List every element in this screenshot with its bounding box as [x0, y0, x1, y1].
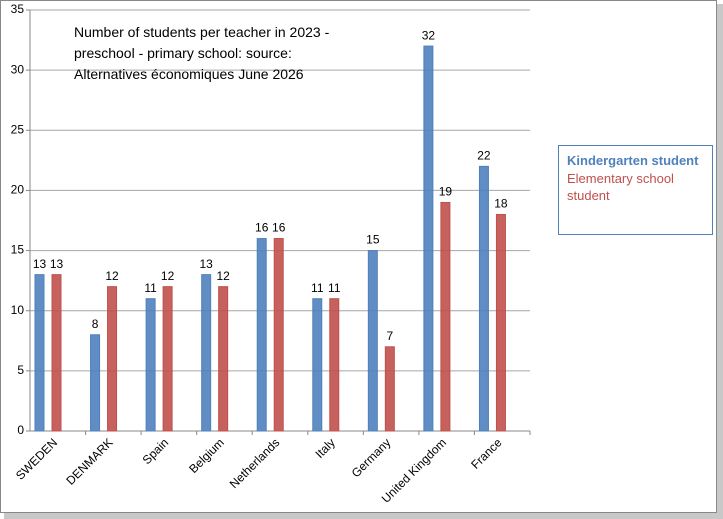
y-tick-label: 20: [11, 183, 25, 197]
data-label: 13: [50, 257, 64, 271]
data-label: 13: [199, 257, 213, 271]
bar: [90, 334, 101, 432]
data-label: 16: [255, 221, 269, 235]
y-tick-label: 35: [11, 2, 25, 16]
data-label: 12: [161, 269, 175, 283]
bar: [273, 238, 284, 432]
frame-shadow: [4, 513, 723, 519]
data-label: 22: [477, 149, 491, 163]
data-label: 16: [272, 221, 286, 235]
y-tick-label: 25: [11, 122, 25, 136]
bar: [440, 201, 451, 432]
legend-entry: Elementary school student: [567, 171, 674, 203]
bar: [478, 165, 489, 432]
legend: Kindergarten student Elementary school st…: [558, 145, 713, 235]
data-label: 11: [144, 281, 157, 295]
data-label: 12: [105, 269, 119, 283]
data-label: 15: [366, 233, 380, 247]
bar: [162, 286, 173, 432]
data-label: 32: [422, 28, 436, 42]
bar: [201, 274, 212, 432]
y-tick-label: 10: [11, 303, 25, 317]
bar: [51, 274, 62, 432]
bar: [256, 238, 267, 432]
data-label: 7: [386, 329, 393, 343]
frame-shadow: [717, 4, 723, 519]
bar: [145, 298, 156, 432]
y-tick-label: 15: [11, 243, 25, 257]
bar: [218, 286, 229, 432]
y-tick-label: 0: [17, 423, 24, 437]
y-tick-label: 30: [11, 62, 25, 76]
bar: [329, 298, 340, 432]
chart-title: Number of students per teacher in 2023 -…: [74, 24, 330, 82]
bar: [384, 346, 395, 432]
legend-entry: Kindergarten student: [567, 153, 699, 168]
bar: [495, 213, 506, 432]
data-label: 18: [494, 197, 508, 211]
bar: [107, 286, 118, 432]
bar: [367, 250, 378, 432]
data-label: 12: [216, 269, 230, 283]
bar: [34, 274, 45, 432]
data-label: 19: [439, 185, 453, 199]
bar: [312, 298, 323, 432]
data-label: 13: [33, 257, 47, 271]
data-label: 8: [92, 317, 99, 331]
y-tick-label: 5: [17, 363, 24, 377]
data-label: 11: [328, 281, 341, 295]
bar: [423, 45, 434, 432]
data-label: 11: [311, 281, 324, 295]
